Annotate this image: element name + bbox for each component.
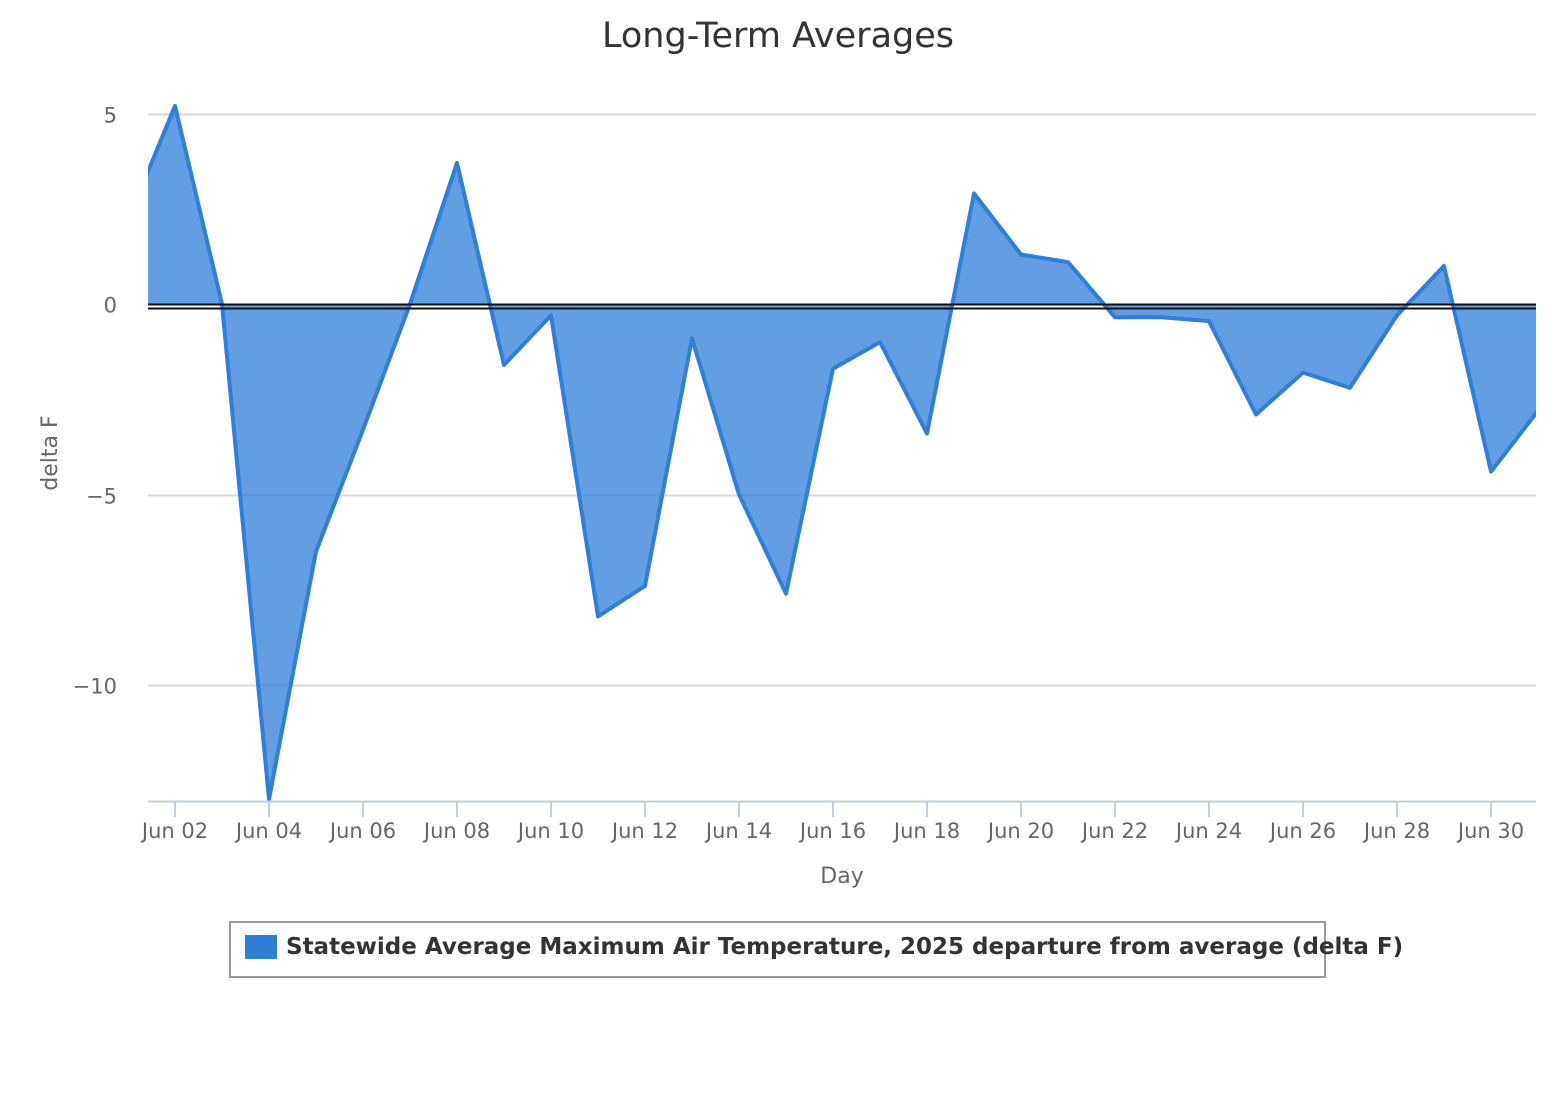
y-tick-label: 5	[104, 104, 117, 128]
data-point	[1489, 470, 1493, 474]
x-tick-label: Jun 26	[1268, 819, 1336, 843]
data-point	[784, 592, 788, 596]
data-point	[1113, 315, 1117, 319]
data-point	[173, 104, 177, 108]
x-axis: Jun 02 Jun 04 Jun 06 Jun 08 Jun 10 Jun 12 Jun …	[140, 800, 1536, 843]
data-point	[267, 797, 271, 801]
data-point	[643, 584, 647, 588]
data-point	[1207, 319, 1211, 323]
data-point	[878, 340, 882, 344]
series-area	[148, 105, 1536, 800]
x-tick-label: Jun 20	[986, 819, 1054, 843]
x-tick-label: Jun 24	[1174, 819, 1242, 843]
y-tick-label: −10	[73, 675, 117, 699]
data-point	[737, 493, 741, 496]
data-point	[455, 161, 459, 165]
y-tick-label: 0	[104, 294, 117, 318]
data-point	[1254, 413, 1258, 416]
x-tick-label: Jun 14	[704, 819, 772, 843]
x-axis-title: Day	[820, 864, 863, 889]
x-tick-label: Jun 18	[892, 819, 960, 843]
x-tick-label: Jun 04	[234, 819, 302, 843]
data-point	[361, 428, 365, 432]
x-tick-label: Jun 22	[1080, 819, 1148, 843]
y-tick-label: −5	[86, 485, 117, 509]
data-point	[502, 363, 506, 367]
data-point	[831, 367, 835, 371]
x-tick-label: Jun 02	[140, 819, 208, 843]
zero-line	[148, 303, 1536, 310]
x-tick-label: Jun 30	[1456, 819, 1524, 843]
chart-title: Long-Term Averages	[602, 16, 954, 56]
data-point	[1537, 409, 1540, 412]
data-point	[972, 192, 976, 195]
data-point	[127, 219, 130, 222]
data-point	[925, 432, 929, 435]
y-axis: 5 0 −5 −10	[73, 104, 117, 699]
data-point	[1348, 386, 1352, 390]
legend-label: Statewide Average Maximum Air Temperatur…	[286, 934, 1404, 960]
data-point	[1160, 315, 1164, 319]
x-tick-label: Jun 16	[798, 819, 866, 843]
data-point	[596, 614, 600, 618]
x-tick-label: Jun 12	[610, 819, 678, 843]
data-point	[1442, 264, 1446, 268]
area-layer	[127, 103, 1540, 801]
y-axis-title: delta F	[38, 415, 63, 490]
data-point	[1301, 371, 1305, 375]
data-point	[1019, 253, 1023, 256]
legend-swatch	[245, 935, 277, 959]
data-point	[549, 313, 553, 317]
data-point	[1395, 313, 1399, 317]
data-point	[314, 550, 318, 554]
data-point	[1066, 260, 1070, 264]
data-point	[690, 336, 694, 340]
x-tick-label: Jun 28	[1362, 819, 1430, 843]
legend[interactable]: Statewide Average Maximum Air Temperatur…	[229, 921, 1403, 978]
x-tick-label: Jun 06	[328, 819, 396, 843]
x-tick-label: Jun 10	[516, 819, 584, 843]
x-tick-label: Jun 08	[422, 819, 490, 843]
